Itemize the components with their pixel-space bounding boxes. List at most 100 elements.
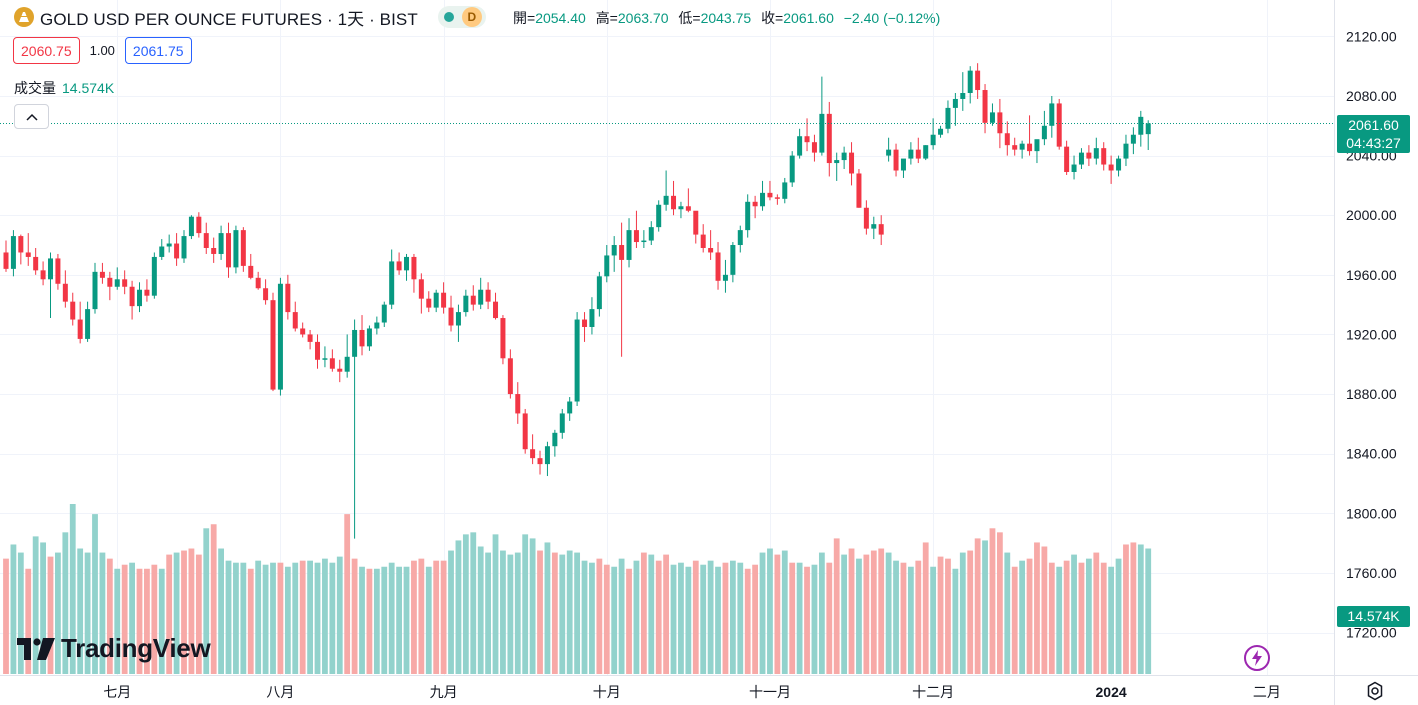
symbol-header: GOLD USD PER OUNCE FUTURES · 1天 · BIST D xyxy=(14,6,486,29)
volume-bar xyxy=(900,562,907,674)
candle xyxy=(797,128,803,159)
volume-bar xyxy=(574,552,581,674)
volume-bar xyxy=(700,564,707,674)
price-tick-label: 2120.00 xyxy=(1346,28,1397,44)
candle-body xyxy=(240,230,246,266)
volume-bar xyxy=(1048,562,1055,674)
volume-bar xyxy=(188,548,195,674)
volume-bar xyxy=(856,558,862,674)
candle-body xyxy=(886,149,892,156)
sell-price-button[interactable]: 2060.75 xyxy=(13,37,80,64)
buy-price-button[interactable]: 2061.75 xyxy=(124,37,192,64)
candle xyxy=(255,271,261,290)
candle-body xyxy=(166,243,172,247)
time-tick-label: 二月 xyxy=(1253,684,1281,700)
volume-bar xyxy=(707,560,714,674)
candle-body xyxy=(582,319,588,327)
gear-icon[interactable] xyxy=(1365,681,1385,701)
candle xyxy=(3,240,9,272)
candle-body xyxy=(263,288,269,301)
volume-bar xyxy=(633,560,640,674)
candle xyxy=(196,212,202,238)
candle xyxy=(25,233,31,266)
candle xyxy=(1086,145,1092,167)
volume-bar xyxy=(284,566,291,674)
candle-body xyxy=(715,252,721,281)
volume-bar xyxy=(381,566,388,674)
candle-body xyxy=(418,279,424,299)
volume-bar xyxy=(166,554,173,674)
volume-bar xyxy=(1137,544,1144,674)
volume-bar xyxy=(789,562,796,674)
collapse-legend-button[interactable] xyxy=(14,104,49,129)
time-tick-label: 十一月 xyxy=(749,684,791,700)
candle xyxy=(389,249,395,310)
candle-body xyxy=(3,252,9,269)
candle xyxy=(40,261,46,286)
volume-bar xyxy=(1100,562,1107,674)
volume-bar xyxy=(774,554,781,674)
candle-body xyxy=(493,301,499,319)
candle xyxy=(1012,137,1018,156)
candle-body xyxy=(945,107,951,129)
candle-body xyxy=(871,224,877,229)
candle-body xyxy=(811,142,817,153)
candle xyxy=(433,289,439,313)
candle xyxy=(129,280,135,320)
candle xyxy=(737,225,743,253)
candle-body xyxy=(33,256,39,271)
candle-body xyxy=(470,295,476,305)
candle xyxy=(633,210,639,248)
candle xyxy=(582,312,588,342)
candle-body xyxy=(218,233,224,254)
candle-body xyxy=(322,358,328,360)
price-tick-label: 1960.00 xyxy=(1346,267,1397,283)
candle-body xyxy=(863,207,869,229)
candle-body xyxy=(233,230,239,268)
candle xyxy=(144,279,150,302)
volume-bar xyxy=(893,560,899,674)
candle xyxy=(1108,155,1114,184)
candle xyxy=(693,210,699,244)
candle xyxy=(62,270,68,308)
volume-bar xyxy=(722,562,729,674)
tradingview-mark-icon xyxy=(17,637,55,660)
candle xyxy=(159,239,165,260)
volume-bar xyxy=(299,560,306,674)
tradingview-logo[interactable]: TradingView xyxy=(17,633,211,664)
candle-body xyxy=(626,230,632,260)
volume-bar xyxy=(870,550,877,674)
volume-bar xyxy=(485,552,491,674)
candle xyxy=(982,84,988,134)
candle-body xyxy=(752,201,758,207)
candle-body xyxy=(25,252,31,257)
candle-body xyxy=(989,112,995,123)
market-status-pill[interactable]: D xyxy=(437,6,486,28)
data-delay-badge[interactable]: D xyxy=(461,7,482,27)
candle xyxy=(952,93,958,126)
candle xyxy=(663,170,669,211)
volume-bar xyxy=(833,538,840,674)
high-label: 高= xyxy=(595,10,618,26)
time-tick-label: 十二月 xyxy=(912,684,954,700)
volume-bar xyxy=(678,562,684,674)
chevron-up-icon xyxy=(25,113,38,121)
candle xyxy=(760,180,766,211)
candle xyxy=(886,137,892,162)
volume-bar xyxy=(811,564,818,674)
candle-body xyxy=(515,394,521,414)
candle-body xyxy=(633,230,639,243)
volume-bar xyxy=(144,568,150,674)
candle-body xyxy=(544,446,550,465)
volume-bar xyxy=(826,562,833,674)
candle-body xyxy=(522,413,528,450)
volume-bar xyxy=(1071,554,1077,674)
close-label: 收= xyxy=(761,10,784,26)
symbol-title[interactable]: GOLD USD PER OUNCE FUTURES · 1天 · BIST xyxy=(40,9,418,29)
candle xyxy=(708,230,714,260)
candle-body xyxy=(1049,103,1055,126)
volume-bar xyxy=(566,550,573,674)
bolt-icon[interactable] xyxy=(1244,645,1270,671)
candle xyxy=(537,450,543,475)
